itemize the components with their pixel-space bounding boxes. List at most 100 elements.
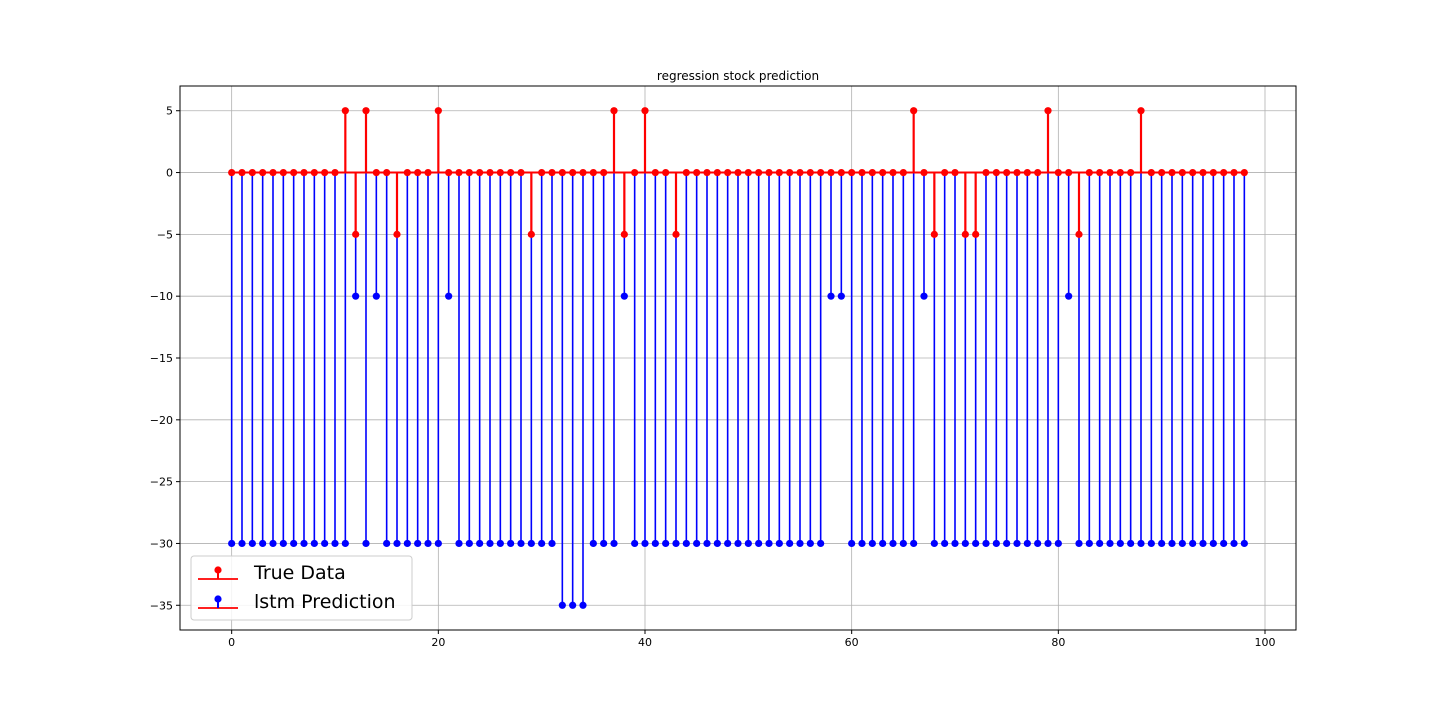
true-data-marker xyxy=(837,168,845,177)
lstm-prediction-marker xyxy=(1106,539,1114,548)
lstm-prediction-marker xyxy=(579,601,587,609)
lstm-prediction-marker xyxy=(1199,539,1207,548)
true-data-marker xyxy=(1168,168,1176,177)
lstm-prediction-marker xyxy=(755,539,763,548)
true-data-marker xyxy=(651,168,659,177)
true-data-marker xyxy=(631,168,639,177)
true-data-marker xyxy=(755,168,763,177)
lstm-prediction-marker xyxy=(1003,539,1011,548)
lstm-prediction-marker xyxy=(1230,539,1238,548)
true-data-marker xyxy=(362,107,370,115)
lstm-prediction-marker xyxy=(548,539,556,548)
lstm-prediction-marker xyxy=(920,292,928,300)
true-data-marker xyxy=(1137,107,1145,115)
lstm-prediction-marker xyxy=(734,539,742,548)
lstm-prediction-marker xyxy=(1044,539,1052,548)
lstm-prediction-marker xyxy=(372,292,380,300)
lstm-prediction-marker xyxy=(827,292,835,300)
chart-title: regression stock prediction xyxy=(657,69,819,83)
lstm-prediction-marker xyxy=(724,539,732,548)
true-data-marker xyxy=(496,168,504,177)
lstm-prediction-marker xyxy=(1034,539,1042,548)
true-data-marker xyxy=(641,107,649,115)
x-tick-label: 40 xyxy=(638,636,652,649)
lstm-prediction-marker xyxy=(1168,539,1176,548)
true-data-marker xyxy=(1220,168,1228,177)
lstm-prediction-marker xyxy=(527,539,535,548)
true-data-marker xyxy=(341,107,349,115)
lstm-prediction-marker xyxy=(362,539,370,548)
true-data-marker xyxy=(321,168,329,177)
lstm-prediction-marker xyxy=(589,539,597,548)
lstm-prediction-marker xyxy=(682,539,690,548)
true-data-marker xyxy=(982,168,990,177)
lstm-prediction-marker xyxy=(403,539,411,548)
legend-marker-swatch xyxy=(214,566,222,574)
true-data-marker xyxy=(1054,168,1062,177)
true-data-marker xyxy=(1158,168,1166,177)
lstm-prediction-marker xyxy=(600,539,608,548)
lstm-prediction-marker xyxy=(961,539,969,548)
true-data-marker xyxy=(744,168,752,177)
x-tick-label: 60 xyxy=(845,636,859,649)
lstm-prediction-marker xyxy=(941,539,949,548)
lstm-prediction-marker xyxy=(465,539,473,548)
true-data-marker xyxy=(827,168,835,177)
true-data-marker xyxy=(951,168,959,177)
lstm-prediction-marker xyxy=(1085,539,1093,548)
true-data-marker xyxy=(1085,168,1093,177)
true-data-marker xyxy=(486,168,494,177)
y-tick-label: −5 xyxy=(157,228,173,241)
true-data-marker xyxy=(920,168,928,177)
lstm-prediction-marker xyxy=(238,539,246,548)
lstm-prediction-marker xyxy=(1189,539,1197,548)
true-data-marker xyxy=(672,230,680,238)
lstm-prediction-marker xyxy=(858,539,866,548)
lstm-prediction-marker xyxy=(259,539,267,548)
lstm-prediction-marker xyxy=(1220,539,1228,548)
lstm-prediction-marker xyxy=(228,539,236,548)
lstm-prediction-marker xyxy=(424,539,432,548)
legend-label: lstm Prediction xyxy=(254,591,396,613)
true-data-marker xyxy=(352,230,360,238)
lstm-prediction-marker xyxy=(1158,539,1166,548)
lstm-prediction-marker xyxy=(1054,539,1062,548)
lstm-prediction-marker xyxy=(837,292,845,300)
lstm-prediction-marker xyxy=(383,539,391,548)
x-tick-label: 20 xyxy=(431,636,445,649)
true-data-marker xyxy=(693,168,701,177)
stem-markers xyxy=(228,107,1248,609)
true-data-marker xyxy=(1189,168,1197,177)
true-data-marker xyxy=(879,168,887,177)
true-data-marker xyxy=(414,168,422,177)
true-data-marker xyxy=(992,168,1000,177)
lstm-prediction-marker xyxy=(455,539,463,548)
true-data-marker xyxy=(310,168,318,177)
y-tick-label: −25 xyxy=(150,476,173,489)
x-tick-label: 80 xyxy=(1051,636,1065,649)
true-data-marker xyxy=(1096,168,1104,177)
lstm-prediction-marker xyxy=(1127,539,1135,548)
lstm-prediction-marker xyxy=(331,539,339,548)
lstm-prediction-marker xyxy=(620,292,628,300)
lstm-prediction-marker xyxy=(713,539,721,548)
true-data-marker xyxy=(1209,168,1217,177)
true-data-marker xyxy=(445,168,453,177)
true-data-marker xyxy=(259,168,267,177)
lstm-prediction-marker xyxy=(672,539,680,548)
lstm-prediction-marker xyxy=(1178,539,1186,548)
true-data-marker xyxy=(620,230,628,238)
true-data-marker xyxy=(269,168,277,177)
lstm-prediction-marker xyxy=(393,539,401,548)
true-data-marker xyxy=(507,168,515,177)
true-data-marker xyxy=(548,168,556,177)
lstm-prediction-marker xyxy=(445,292,453,300)
lstm-prediction-marker xyxy=(1147,539,1155,548)
true-data-marker xyxy=(775,168,783,177)
true-data-marker xyxy=(372,168,380,177)
y-tick-label: −35 xyxy=(150,599,173,612)
true-data-marker xyxy=(248,168,256,177)
true-data-marker xyxy=(1075,230,1083,238)
true-data-marker xyxy=(393,230,401,238)
